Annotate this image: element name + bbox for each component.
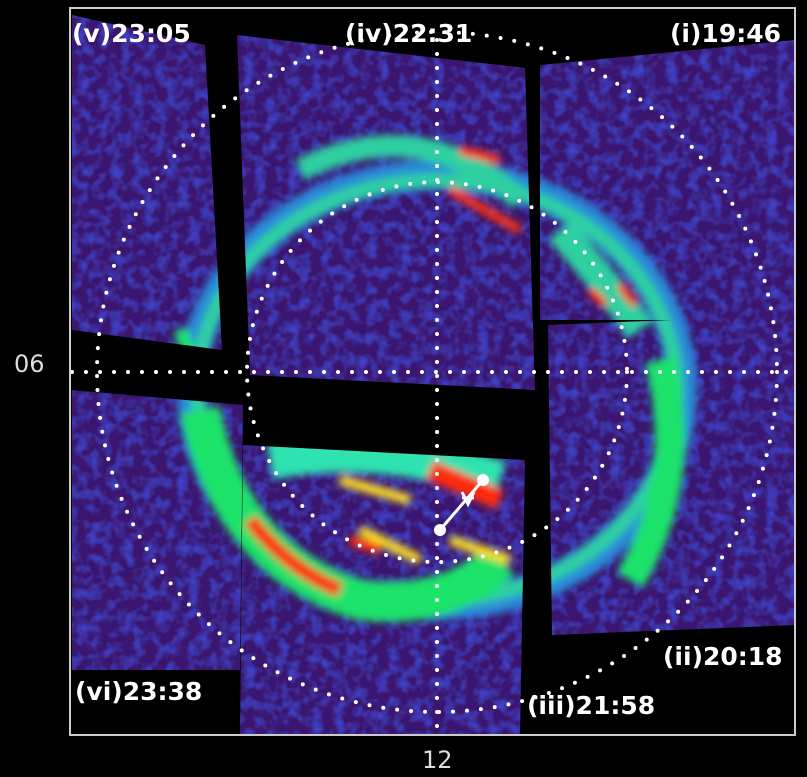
panel-label: (vi)23:38 [75, 677, 202, 706]
panel-label: (ii)20:18 [663, 642, 783, 671]
axis-label: 06 [14, 350, 45, 378]
axis-label: 12 [422, 746, 453, 774]
frame [69, 7, 796, 736]
coordinate-grid [70, 30, 797, 737]
panel-label: (iv)22:31 [345, 19, 472, 48]
panel-label: (i)19:46 [670, 19, 781, 48]
panel-images [72, 15, 795, 735]
panel-label: (v)23:05 [72, 19, 191, 48]
panel-label: (iii)21:58 [527, 691, 655, 720]
station-marker [434, 474, 489, 536]
